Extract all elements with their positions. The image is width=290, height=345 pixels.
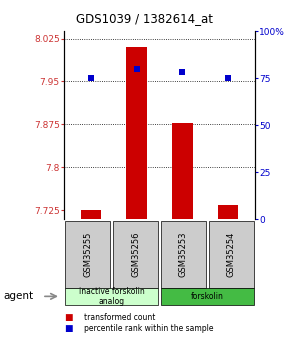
Text: transformed count: transformed count — [84, 313, 155, 322]
Text: GSM35255: GSM35255 — [83, 232, 92, 277]
Text: GSM35253: GSM35253 — [179, 232, 188, 277]
Text: GDS1039 / 1382614_at: GDS1039 / 1382614_at — [77, 12, 213, 25]
Text: ■: ■ — [64, 324, 72, 333]
Bar — [172, 124, 193, 219]
Text: forskolin: forskolin — [191, 292, 224, 301]
Bar — [218, 205, 238, 219]
Text: percentile rank within the sample: percentile rank within the sample — [84, 324, 214, 333]
Bar — [81, 210, 102, 219]
Text: GSM35254: GSM35254 — [227, 232, 236, 277]
Text: agent: agent — [3, 292, 33, 301]
Text: inactive forskolin
analog: inactive forskolin analog — [79, 287, 144, 306]
Text: GSM35256: GSM35256 — [131, 232, 140, 277]
Text: ■: ■ — [64, 313, 72, 322]
Bar — [126, 47, 147, 219]
